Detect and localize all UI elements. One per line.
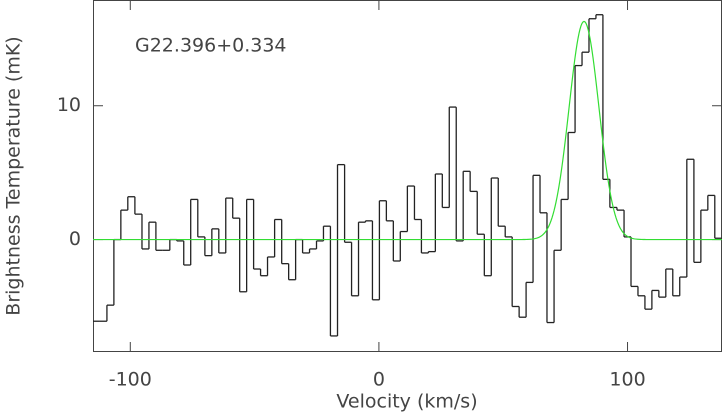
x-axis-label: Velocity (km/s) [336,391,477,413]
y-tick-label: 10 [57,94,81,116]
x-tick-label: -100 [109,369,152,391]
x-tick-label: 0 [373,369,385,391]
gaussian-fit [93,20,722,241]
x-tick-label: 100 [609,369,645,391]
y-axis-label: Brightness Temperature (mK) [3,36,25,315]
y-tick-label: 0 [69,228,81,250]
annotation: G22.396+0.334 [135,35,287,57]
